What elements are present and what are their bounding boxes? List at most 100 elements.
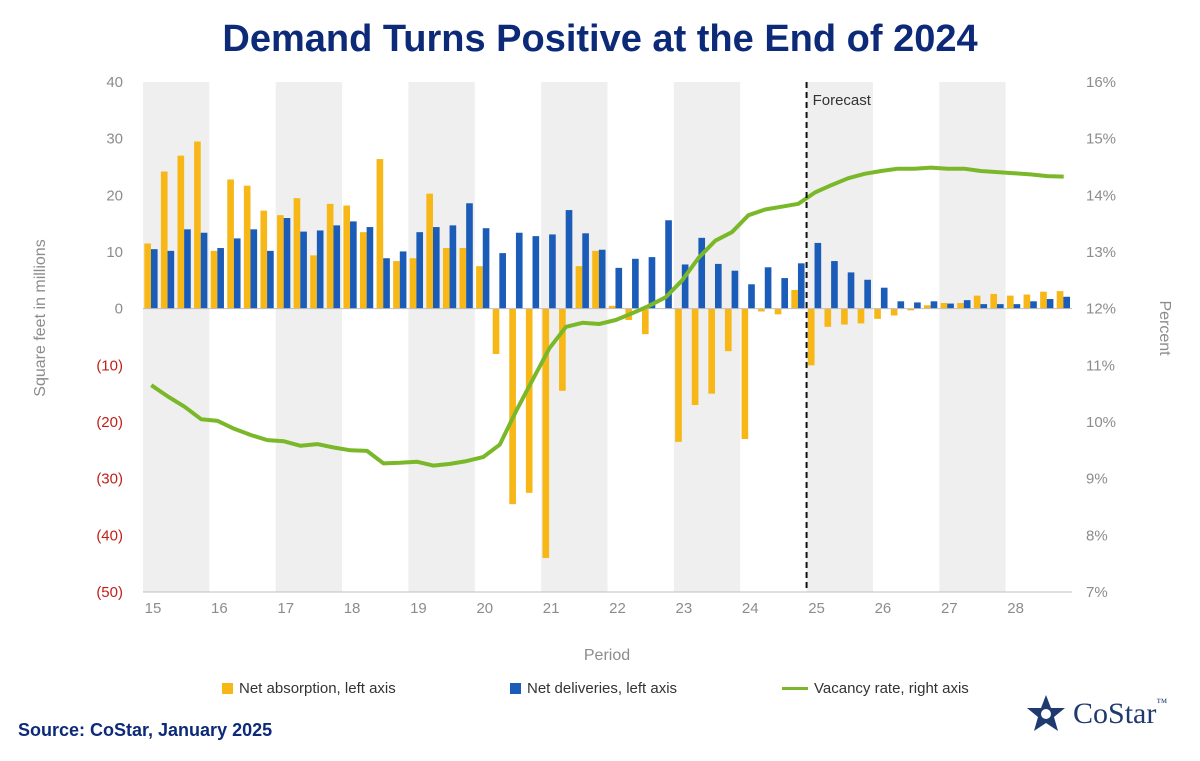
bar-net-absorption [476, 266, 483, 309]
y2-tick-label: 10% [1086, 414, 1116, 431]
bar-net-deliveries [764, 267, 772, 309]
bar-net-absorption [642, 308, 649, 335]
bar-net-absorption [326, 203, 334, 309]
y-tick-label: 20 [106, 187, 123, 204]
x-axis-ticks: 15 16 17 18 19 20 21 22 23 24 25 26 27 28 [145, 600, 1024, 617]
bar-net-deliveries [731, 270, 739, 309]
bar-net-absorption [376, 159, 384, 309]
bar-net-absorption [608, 305, 616, 309]
bar-net-deliveries [316, 230, 324, 309]
bar-net-absorption [1056, 291, 1064, 309]
bar-net-deliveries [632, 258, 639, 309]
year-band [275, 82, 343, 592]
y-tick-label: (50) [96, 584, 123, 601]
bar-net-deliveries [300, 231, 307, 309]
bar-net-deliveries [200, 232, 208, 309]
bar-net-deliveries [233, 238, 241, 309]
bar-net-absorption [1040, 291, 1047, 309]
x-tick-label: 19 [410, 600, 427, 617]
costar-logo: CoStar™ [1025, 693, 1167, 735]
bar-net-deliveries [549, 234, 556, 309]
year-band [541, 82, 608, 592]
chart-title: Demand Turns Positive at the End of 2024 [222, 18, 978, 60]
bar-net-deliveries [897, 301, 905, 309]
bar-net-absorption [857, 308, 865, 324]
bar-net-absorption [559, 308, 566, 391]
bar-net-absorption [907, 308, 915, 311]
x-tick-label: 24 [742, 600, 759, 617]
bar-net-deliveries [1030, 301, 1037, 309]
bar-net-absorption [194, 141, 201, 309]
source-note: Source: CoStar, January 2025 [18, 720, 273, 740]
bar-net-deliveries [250, 229, 258, 309]
bar-net-absorption [459, 248, 467, 309]
bar-net-deliveries [482, 228, 490, 309]
bar-net-deliveries [814, 242, 822, 309]
bar-net-deliveries [1063, 296, 1071, 309]
left-axis-ticks: 40 30 20 10 0 (10) (20) (30) (40) (50) [96, 74, 123, 601]
bar-net-deliveries [648, 257, 656, 309]
bar-net-absorption [426, 193, 433, 309]
bar-net-deliveries [997, 304, 1004, 309]
legend-item-deliveries: Net deliveries, left axis [510, 680, 677, 697]
bar-net-absorption [409, 258, 417, 309]
bar-net-absorption [774, 308, 782, 315]
bar-net-deliveries [831, 261, 838, 309]
legend: Net absorption, left axis Net deliveries… [0, 680, 1200, 700]
right-axis-ticks: 16% 15% 14% 13% 12% 11% 10% 9% 8% 7% [1086, 74, 1116, 601]
bar-net-absorption [160, 171, 168, 309]
bar-net-deliveries [864, 279, 871, 309]
y2-tick-label: 8% [1086, 527, 1108, 544]
bar-net-deliveries [582, 233, 589, 309]
bar-net-deliveries [681, 264, 689, 309]
legend-swatch-vacancy [782, 687, 808, 690]
bar-net-deliveries [565, 210, 573, 309]
bar-net-absorption [924, 305, 931, 309]
bar-net-deliveries [930, 301, 938, 309]
bar-net-absorption [741, 308, 749, 439]
x-tick-label: 22 [609, 600, 626, 617]
bar-net-deliveries [267, 250, 274, 309]
bar-net-absorption [509, 308, 516, 505]
x-tick-label: 25 [808, 600, 825, 617]
bar-net-absorption [874, 308, 881, 319]
costar-star-icon [1027, 695, 1065, 731]
year-band [806, 82, 873, 592]
bar-net-deliveries [350, 221, 357, 309]
bar-net-absorption [691, 308, 699, 405]
bar-net-deliveries [383, 258, 390, 309]
bar-net-absorption [492, 308, 500, 354]
legend-label-vacancy: Vacancy rate, right axis [814, 680, 969, 697]
x-tick-label: 26 [875, 600, 892, 617]
legend-item-vacancy: Vacancy rate, right axis [782, 680, 969, 697]
y2-tick-label: 7% [1086, 584, 1108, 601]
bar-net-deliveries [466, 203, 473, 309]
bar-net-deliveries [399, 251, 407, 309]
bar-net-deliveries [432, 227, 440, 309]
logo-trademark: ™ [1156, 697, 1168, 709]
bar-net-absorption [359, 232, 367, 309]
bar-net-deliveries [797, 263, 805, 309]
bar-net-deliveries [184, 229, 191, 309]
bar-net-deliveries [748, 284, 755, 309]
bar-net-absorption [442, 248, 450, 309]
bar-net-deliveries [880, 287, 888, 309]
bar-net-absorption [1006, 295, 1014, 309]
x-tick-label: 28 [1007, 600, 1024, 617]
y2-tick-label: 15% [1086, 131, 1116, 148]
y-axis-title: Square feet in millions [32, 239, 49, 396]
bar-net-absorption [1023, 294, 1031, 309]
bar-net-deliveries [333, 225, 341, 309]
bar-net-deliveries [167, 250, 175, 309]
bar-net-absorption [675, 308, 682, 442]
x-tick-label: 17 [277, 600, 294, 617]
y2-tick-label: 13% [1086, 244, 1116, 261]
x-tick-label: 18 [344, 600, 361, 617]
y2-tick-label: 12% [1086, 301, 1116, 318]
bar-net-deliveries [698, 237, 706, 309]
x-axis-title: Period [584, 647, 630, 664]
bar-net-absorption [343, 205, 351, 309]
y2-tick-label: 14% [1086, 187, 1116, 204]
bar-net-deliveries [980, 304, 988, 309]
year-band [939, 82, 1006, 592]
